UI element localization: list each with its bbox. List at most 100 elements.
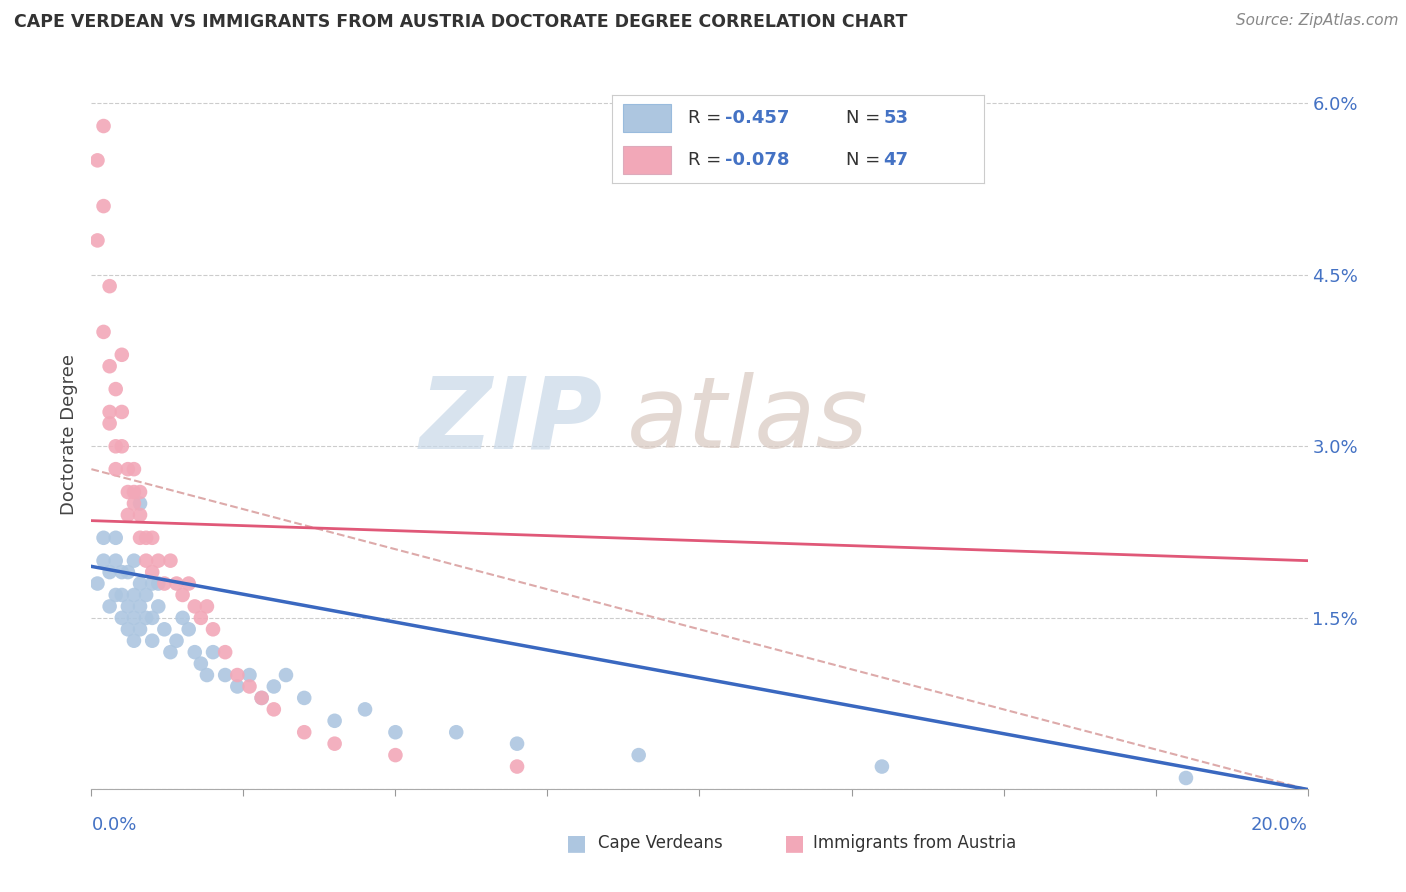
Point (627, 748, 650, 763)
Point (153, 576, 176, 591)
Point (98, 279, 121, 293)
Point (323, 737, 346, 751)
Point (93, 554, 115, 568)
Point (129, 485, 152, 500)
Point (104, 554, 127, 568)
Point (226, 668, 249, 682)
Point (148, 576, 170, 591)
Point (98, 417, 121, 431)
Point (226, 680, 249, 694)
Point (117, 565, 139, 579)
Text: Immigrants from Austria: Immigrants from Austria (813, 834, 1017, 852)
Bar (623, 146, 671, 174)
Point (274, 668, 297, 682)
Point (263, 680, 285, 694)
Text: N =: N = (846, 151, 886, 169)
Point (93, 119, 115, 133)
Point (98, 565, 121, 579)
Point (148, 599, 170, 614)
Text: -0.457: -0.457 (725, 109, 790, 128)
Point (129, 531, 152, 545)
Point (238, 680, 260, 694)
Point (141, 576, 163, 591)
Point (117, 508, 139, 522)
Point (93, 325, 115, 339)
Point (190, 611, 212, 625)
Text: -0.078: -0.078 (725, 151, 790, 169)
Point (214, 645, 236, 659)
Point (122, 633, 145, 648)
Text: ■: ■ (785, 833, 804, 853)
Point (172, 611, 194, 625)
Point (148, 554, 170, 568)
Text: R =: R = (688, 151, 727, 169)
Point (250, 690, 273, 705)
Point (444, 725, 467, 739)
Text: CAPE VERDEAN VS IMMIGRANTS FROM AUSTRIA DOCTORATE DEGREE CORRELATION CHART: CAPE VERDEAN VS IMMIGRANTS FROM AUSTRIA … (14, 13, 907, 31)
Point (122, 496, 145, 510)
Point (1174, 771, 1197, 785)
Point (141, 633, 163, 648)
Text: 20.0%: 20.0% (1251, 816, 1308, 834)
Point (153, 622, 176, 636)
Point (172, 588, 194, 602)
Point (117, 462, 139, 476)
Text: 47: 47 (883, 151, 908, 169)
Point (111, 405, 134, 419)
Point (870, 759, 893, 773)
Point (184, 645, 207, 659)
Point (98, 405, 121, 419)
Text: atlas: atlas (627, 372, 868, 469)
Text: Source: ZipAtlas.com: Source: ZipAtlas.com (1236, 13, 1399, 29)
Text: R =: R = (688, 109, 727, 128)
Point (384, 725, 406, 739)
Point (141, 611, 163, 625)
Point (184, 599, 207, 614)
Point (263, 702, 285, 716)
Point (159, 554, 181, 568)
Point (104, 382, 127, 396)
Bar (623, 104, 671, 132)
Point (292, 690, 315, 705)
Point (111, 439, 134, 453)
Point (135, 531, 157, 545)
Point (166, 576, 188, 591)
Text: 53: 53 (883, 109, 908, 128)
Point (166, 633, 188, 648)
Point (190, 657, 212, 671)
Point (177, 622, 200, 636)
Text: ■: ■ (567, 833, 586, 853)
Point (98, 359, 121, 374)
Point (238, 668, 260, 682)
Point (195, 668, 218, 682)
Point (214, 668, 236, 682)
Point (323, 714, 346, 728)
Point (104, 462, 127, 476)
Point (86, 153, 108, 168)
Point (141, 565, 163, 579)
Point (122, 554, 145, 568)
Point (384, 748, 406, 763)
Point (111, 565, 134, 579)
Text: Cape Verdeans: Cape Verdeans (598, 834, 723, 852)
Point (135, 611, 157, 625)
Point (111, 348, 134, 362)
Point (86, 576, 108, 591)
Point (292, 725, 315, 739)
Point (250, 690, 273, 705)
Point (104, 531, 127, 545)
Point (506, 737, 529, 751)
Point (177, 576, 200, 591)
Text: ZIP: ZIP (419, 372, 602, 469)
Point (117, 622, 139, 636)
Point (117, 485, 139, 500)
Point (159, 645, 181, 659)
Point (122, 485, 145, 500)
Point (506, 759, 529, 773)
Text: N =: N = (846, 109, 886, 128)
Point (129, 622, 152, 636)
Point (141, 531, 163, 545)
Point (129, 599, 152, 614)
Point (111, 588, 134, 602)
Point (93, 531, 115, 545)
